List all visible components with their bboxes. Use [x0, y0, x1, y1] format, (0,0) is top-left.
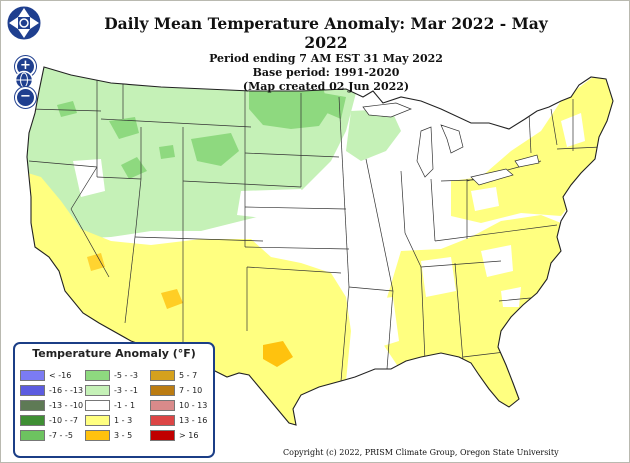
legend-swatch [150, 385, 175, 396]
map-period: Period ending 7 AM EST 31 May 2022 [209, 52, 443, 65]
pan-right-button[interactable] [30, 17, 39, 29]
legend-swatch [20, 400, 45, 411]
legend-swatch [150, 415, 175, 426]
legend-swatch [150, 370, 175, 381]
legend-item: -1 - 1 [85, 398, 138, 413]
pan-down-button[interactable] [18, 29, 30, 38]
legend-swatch [20, 430, 45, 441]
legend-swatch [20, 415, 45, 426]
legend-item: 7 - 10 [150, 383, 207, 398]
pan-arrows-icon[interactable] [6, 5, 42, 41]
legend-label: -3 - -1 [114, 386, 138, 395]
legend-item: > 16 [150, 428, 207, 443]
zoom-in-icon: + [20, 58, 31, 73]
legend-swatch [85, 415, 110, 426]
zoom-out-icon: − [20, 89, 31, 104]
legend-label: > 16 [179, 431, 199, 440]
temperature-anomaly-legend: Temperature Anomaly (°F) < -16 -16 - -13… [13, 342, 215, 458]
legend-item: 5 - 7 [150, 368, 207, 383]
legend-column-2: -5 - -3 -3 - -1 -1 - 1 1 - 3 3 - 5 [85, 368, 138, 443]
legend-label: 7 - 10 [179, 386, 203, 395]
map-title-block: Daily Mean Temperature Anomaly: Mar 2022… [101, 14, 551, 94]
legend-label: 10 - 13 [179, 401, 208, 410]
legend-item: -16 - -13 [20, 383, 83, 398]
map-base-period: Base period: 1991-2020 [252, 66, 400, 79]
map-created: (Map created 02 Jun 2022) [242, 80, 410, 93]
pan-left-button[interactable] [9, 17, 18, 29]
zoom-out-button[interactable]: − [15, 87, 36, 108]
legend-title: Temperature Anomaly (°F) [32, 347, 196, 360]
legend-label: 3 - 5 [114, 431, 133, 440]
legend-label: < -16 [49, 371, 72, 380]
legend-label: -10 - -7 [49, 416, 79, 425]
legend-item: < -16 [20, 368, 83, 383]
pan-up-button[interactable] [18, 8, 30, 17]
legend-item: 10 - 13 [150, 398, 207, 413]
legend-item: 3 - 5 [85, 428, 138, 443]
map-title: Daily Mean Temperature Anomaly: Mar 2022… [104, 14, 548, 52]
legend-label: -16 - -13 [49, 386, 84, 395]
legend-swatch [85, 385, 110, 396]
legend-column-3: 5 - 7 7 - 10 10 - 13 13 - 16 > 16 [150, 368, 207, 443]
legend-label: 1 - 3 [114, 416, 133, 425]
legend-swatch [150, 430, 175, 441]
legend-swatch [85, 430, 110, 441]
legend-column-1: < -16 -16 - -13 -13 - -10 -10 - -7 -7 - … [20, 368, 83, 443]
legend-swatch [20, 370, 45, 381]
legend-item: -7 - -5 [20, 428, 83, 443]
legend-item: -3 - -1 [85, 383, 138, 398]
legend-item: -10 - -7 [20, 413, 83, 428]
legend-swatch [85, 370, 110, 381]
legend-swatch [20, 385, 45, 396]
legend-item: 13 - 16 [150, 413, 207, 428]
legend-item: -5 - -3 [85, 368, 138, 383]
legend-label: -13 - -10 [49, 401, 84, 410]
copyright-text: Copyright (c) 2022, PRISM Climate Group,… [283, 448, 559, 457]
legend-label: 5 - 7 [179, 371, 198, 380]
legend-item: 1 - 3 [85, 413, 138, 428]
legend-label: -7 - -5 [49, 431, 73, 440]
legend-label: 13 - 16 [179, 416, 208, 425]
legend-label: -1 - 1 [114, 401, 136, 410]
legend-swatch [85, 400, 110, 411]
legend-swatch [150, 400, 175, 411]
legend-label: -5 - -3 [114, 371, 138, 380]
legend-item: -13 - -10 [20, 398, 83, 413]
